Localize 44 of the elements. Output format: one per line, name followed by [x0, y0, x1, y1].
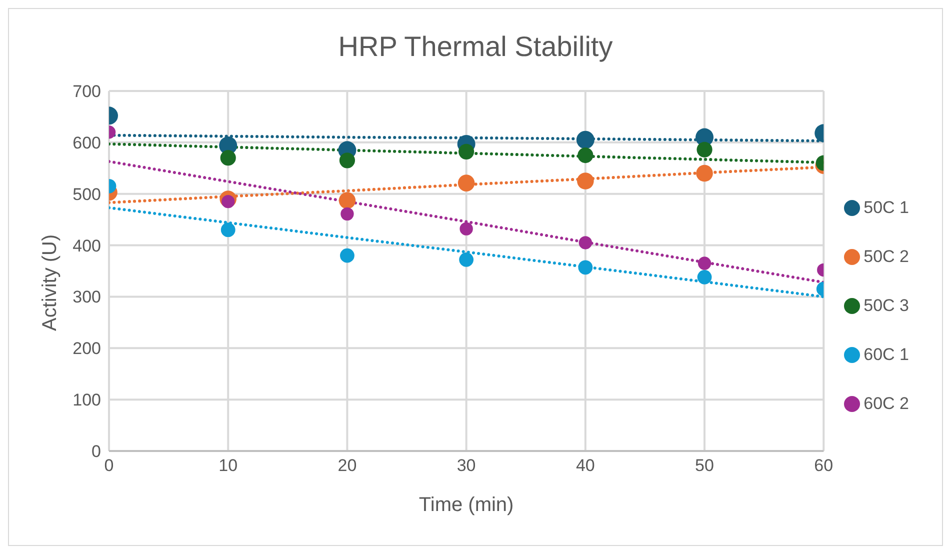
line-series	[109, 206, 824, 298]
point	[338, 192, 356, 209]
point	[578, 236, 592, 250]
x-tick-label: 0	[104, 456, 114, 476]
point	[460, 222, 473, 236]
y-tick-label: 0	[92, 442, 101, 462]
y-tick-label: 300	[72, 288, 101, 307]
point	[459, 252, 474, 267]
x-tick-label: 30	[456, 456, 476, 476]
legend-label: 50C 3	[864, 296, 909, 314]
y-tick-label: 100	[72, 390, 101, 410]
x-tick-label: 40	[576, 456, 595, 476]
point	[220, 150, 236, 166]
x-axis-title: Time (min)	[418, 494, 514, 516]
y-tick-label: 500	[72, 184, 101, 204]
point	[578, 147, 594, 164]
y-axis-title: Activity (U)	[39, 234, 62, 331]
x-tick-label: 50	[695, 456, 714, 476]
y-tick-label: 200	[72, 339, 101, 358]
point	[577, 172, 594, 190]
y-tick-label: 400	[72, 236, 101, 256]
point	[339, 152, 356, 168]
point	[340, 207, 354, 221]
legend-label: 50C 2	[864, 246, 909, 266]
point	[222, 194, 235, 208]
legend-label: 50C 1	[864, 198, 909, 216]
point	[578, 260, 593, 275]
point	[697, 270, 712, 284]
point	[458, 144, 474, 160]
point	[220, 222, 236, 238]
legend-label: 60C 1	[864, 344, 909, 364]
x-tick-label: 10	[218, 456, 238, 476]
y-tick-label: 600	[72, 133, 101, 152]
chart-title: HRP Thermal Stability	[337, 30, 614, 64]
point	[458, 174, 475, 192]
point	[696, 142, 712, 158]
x-tick-label: 60	[814, 456, 834, 476]
point	[698, 256, 712, 270]
y-tick-label: 700	[72, 82, 101, 102]
x-tick-label: 20	[338, 456, 357, 476]
point	[696, 164, 713, 182]
legend-label: 60C 2	[864, 394, 909, 412]
point	[340, 248, 354, 263]
point	[576, 130, 594, 149]
